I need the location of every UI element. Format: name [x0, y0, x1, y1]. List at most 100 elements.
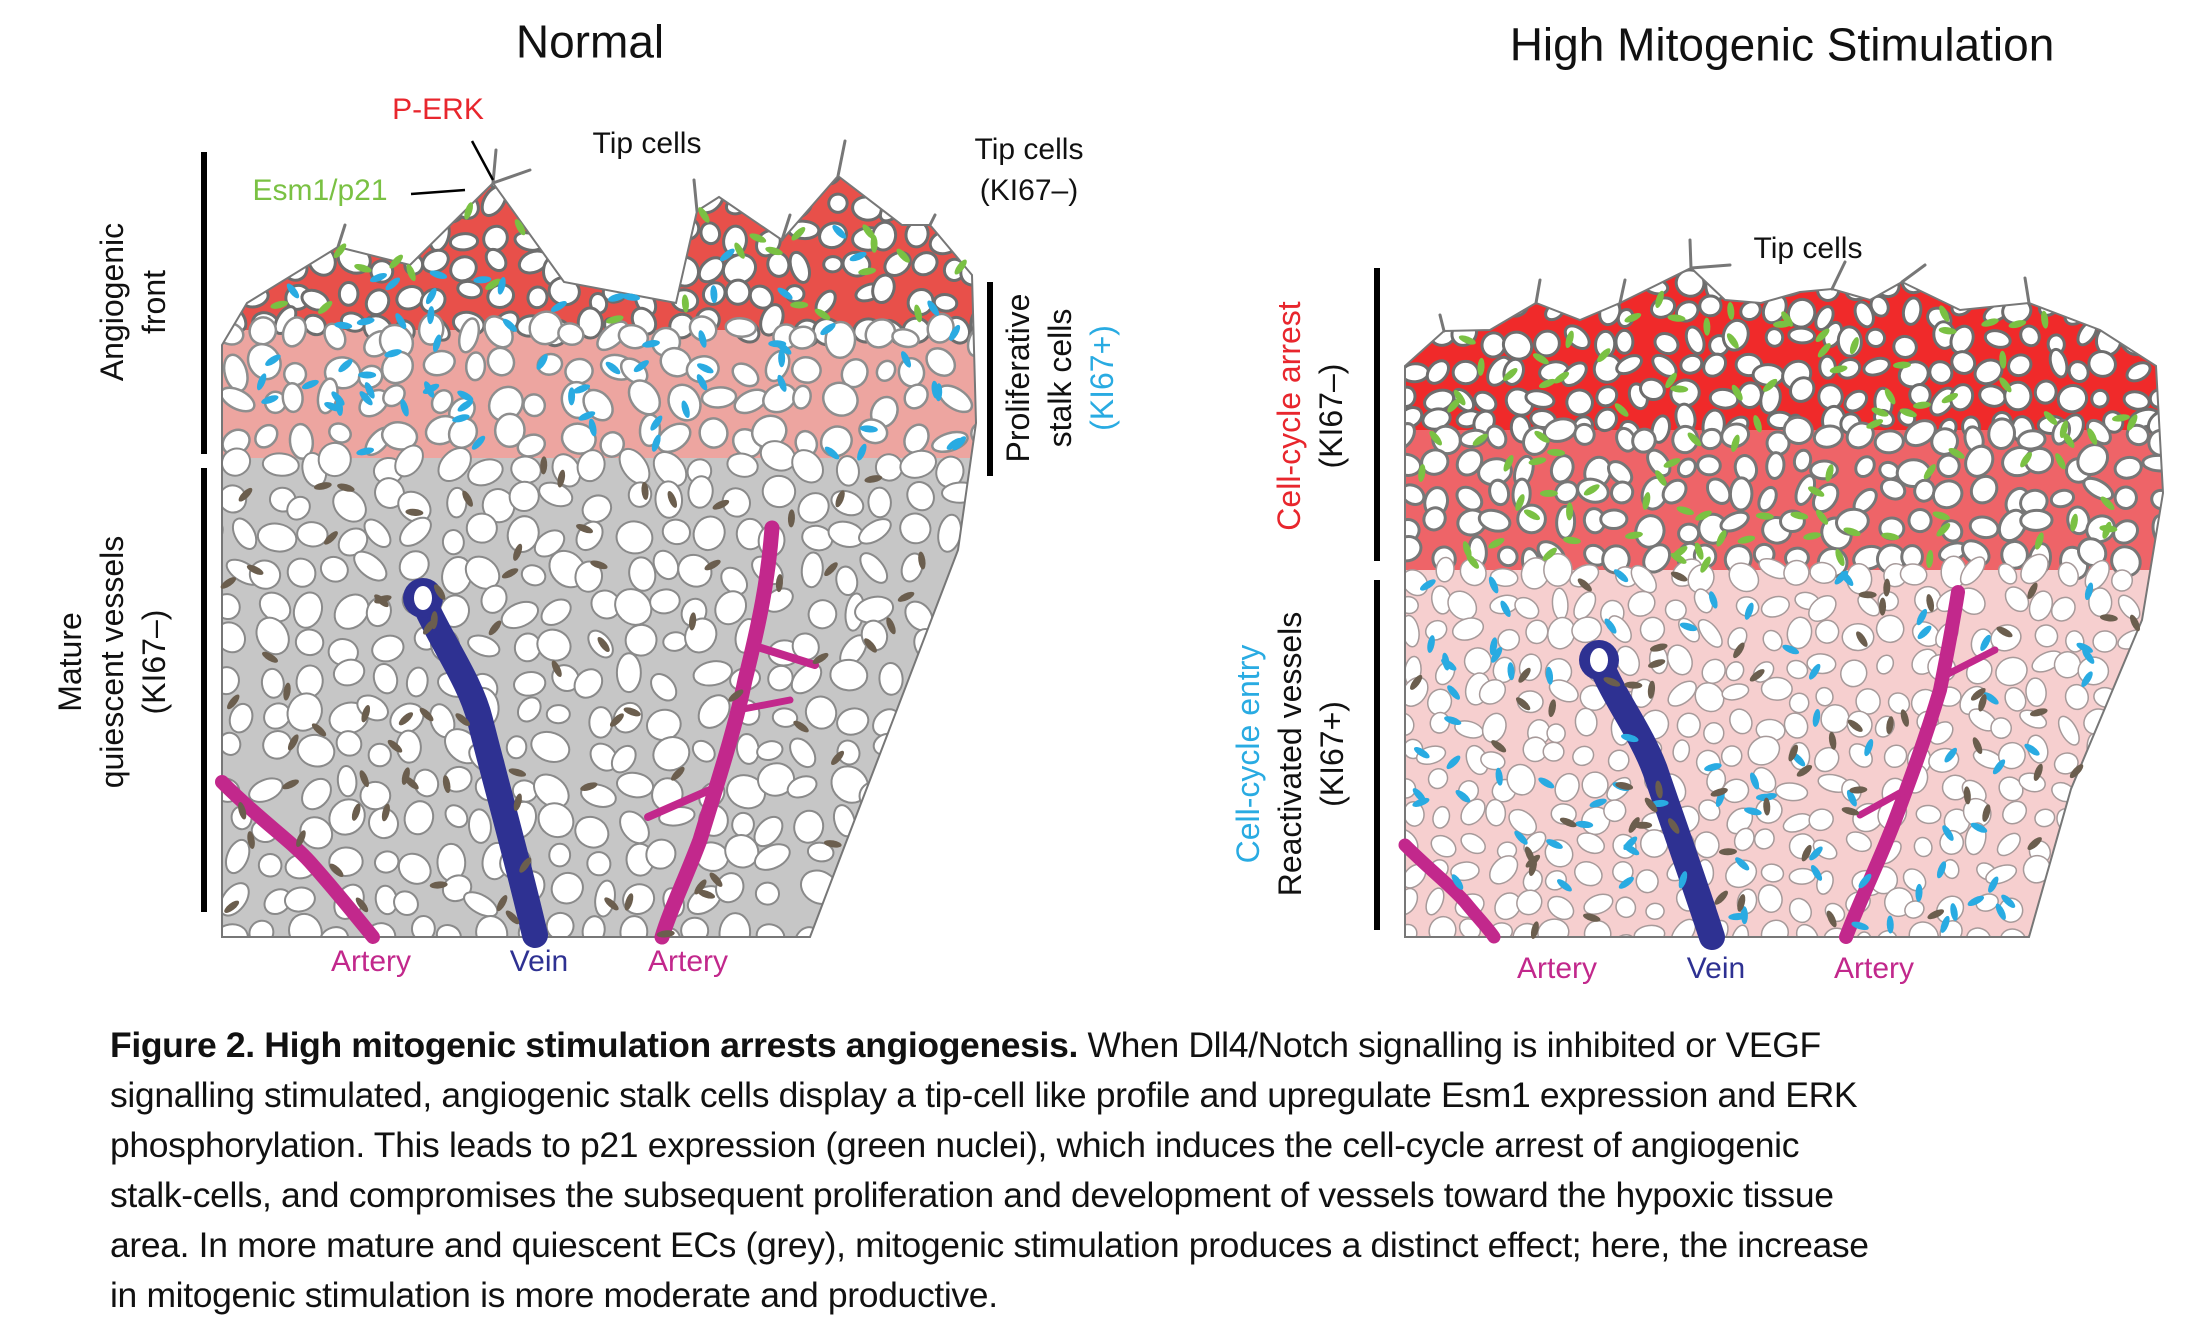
vessel-gap: [2091, 268, 2122, 274]
vessel-gap: [2152, 626, 2163, 650]
quiescent-nucleus: [604, 897, 619, 911]
tip-cell-filopodium: [1438, 313, 1446, 333]
vessel-gap: [950, 562, 976, 585]
vessel-gap: [789, 737, 817, 769]
artery-label: Artery: [647, 944, 729, 978]
vessel-gap: [1583, 893, 1614, 915]
p21-green-nucleus: [1687, 432, 1702, 447]
quiescent-nucleus: [864, 475, 883, 483]
nucleus: [1801, 844, 1812, 862]
vessel-gap: [791, 356, 822, 384]
vessel-gap: [1572, 286, 1600, 309]
vessel-gap: [493, 412, 526, 449]
vessel-gap: [2116, 311, 2152, 347]
p21-green-nucleus: [1762, 378, 1778, 392]
vessel-gap: [954, 849, 976, 880]
ki67-positive-nucleus: [422, 383, 440, 394]
vessel-gap: [1667, 680, 1697, 707]
nucleus: [1650, 643, 1668, 652]
vessel-gap: [1594, 407, 1618, 433]
p21-green-nucleus: [1849, 337, 1859, 355]
vessel-gap: [1454, 162, 1485, 193]
vessel-gap: [1620, 233, 1650, 267]
vessel-gap: [1635, 869, 1659, 894]
ki67-positive-nucleus: [502, 318, 517, 332]
ki67-positive-nucleus: [1858, 873, 1872, 889]
vessel-gap: [900, 552, 924, 583]
vessel-gap: [581, 915, 606, 937]
vessel-gap: [1606, 198, 1638, 225]
vessel-gap: [2113, 455, 2143, 480]
ki67-positive-nucleus: [369, 273, 387, 283]
vessel-gap: [557, 322, 585, 347]
quiescent-nucleus: [694, 879, 707, 895]
vessel-gap: [500, 600, 539, 630]
ki67-positive-nucleus: [607, 293, 626, 302]
vessel-gap: [1570, 154, 1600, 184]
vessel-gap: [1846, 710, 1873, 738]
vessel-gap: [544, 123, 578, 156]
quiescent-nucleus: [488, 620, 502, 636]
vessel-gap: [2112, 923, 2148, 952]
p21-green-nucleus: [2043, 411, 2058, 425]
vessel-gap: [932, 293, 959, 313]
vessel-gap: [508, 480, 540, 512]
vessel-gap: [2151, 561, 2192, 601]
p21-green-nucleus: [1670, 385, 1689, 393]
vessel-gap: [1739, 300, 1762, 322]
vessel-gap: [1547, 155, 1574, 182]
tip-cell-filopodium: [2023, 276, 2031, 305]
tip-cell-filopodium: [836, 139, 847, 178]
vessel-gap: [464, 555, 501, 590]
vessel-gap: [2087, 350, 2117, 378]
vessel-gap: [1576, 218, 1608, 251]
vessel-gap: [1612, 167, 1634, 191]
p21-green-nucleus: [1418, 464, 1426, 482]
vessel-gap: [449, 255, 478, 283]
vessel-gap: [1955, 268, 1988, 270]
vessel-gap: [641, 253, 672, 279]
quiescent-nucleus: [455, 713, 470, 727]
vessel-gap: [1854, 455, 1876, 479]
vessel-gap: [1461, 185, 1492, 217]
vessel-gap: [467, 808, 492, 844]
reactivated-line: Reactivated vessels: [1272, 611, 1308, 897]
p21-green-nucleus: [1866, 419, 1884, 429]
vessel-gap: [1533, 329, 1561, 358]
ki67-positive-nucleus: [1545, 666, 1554, 685]
vessel-gap: [282, 361, 308, 387]
vessel-gap: [426, 176, 455, 183]
vessel-gap: [858, 518, 892, 545]
vessel-gap: [368, 807, 399, 840]
vessel-gap: [2143, 277, 2169, 301]
vessel-gap: [1487, 297, 1511, 317]
vessel-gap: [1517, 256, 1546, 287]
vessel-gap: [505, 735, 528, 760]
vessel-gap: [714, 590, 748, 626]
vessel-gap: [2073, 911, 2110, 946]
ki67-positive-nucleus: [1809, 663, 1821, 680]
vessel-gap: [2176, 865, 2198, 899]
vessel-gap: [2148, 805, 2163, 831]
vessel-gap: [879, 877, 909, 908]
vessel-gap: [2088, 778, 2123, 813]
vessel-gap: [286, 692, 323, 732]
p21-green-nucleus: [1542, 547, 1557, 561]
vessel-gap: [836, 707, 870, 736]
nucleus: [1644, 797, 1658, 813]
ki67-positive-nucleus: [1970, 822, 1988, 833]
ki67-positive-nucleus: [1846, 789, 1857, 807]
nucleus: [1624, 681, 1643, 689]
vessel-gap: [1432, 805, 1451, 829]
vessel-gap: [1405, 534, 1423, 563]
caption-title: Figure 2. High mitogenic stimulation arr…: [110, 1025, 1078, 1065]
vessel-gap: [1582, 268, 1616, 273]
vessel-gap: [1539, 254, 1567, 288]
vessel-gap: [1879, 127, 1915, 161]
vessel-gap: [536, 628, 572, 662]
vessel-gap: [2176, 715, 2198, 743]
vessel-gap: [1720, 422, 1751, 449]
vessel-gap: [1928, 360, 1954, 385]
p21-green-nucleus: [1938, 327, 1957, 335]
